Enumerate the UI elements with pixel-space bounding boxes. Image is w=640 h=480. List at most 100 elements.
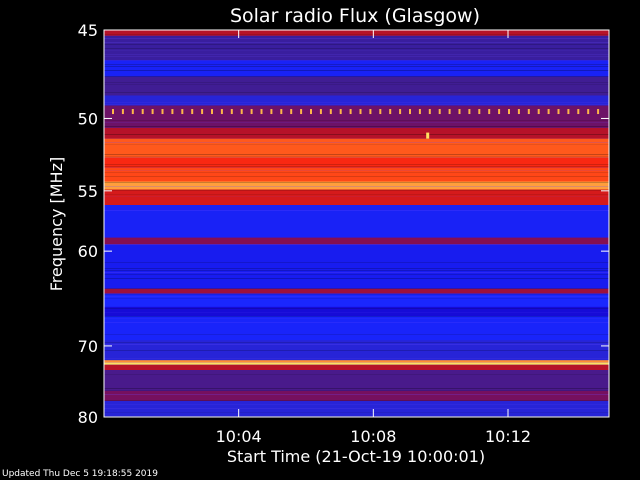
x-axis-label: Start Time (21-Oct-19 10:00:01) [227,447,485,466]
periodic-mark [260,109,263,115]
texture-line [104,50,609,51]
texture-line [104,350,609,351]
texture-line [104,194,609,195]
periodic-mark [151,109,154,115]
band-4 [104,95,609,106]
periodic-mark [517,109,520,115]
texture-line [104,34,609,35]
texture-line [104,312,609,313]
periodic-mark [211,109,213,115]
texture-line [104,56,609,57]
periodic-mark [498,109,501,115]
x-tick-label: 10:12 [485,427,531,446]
periodic-mark [171,109,174,115]
periodic-mark [418,109,421,115]
chart-title: Solar radio Flux (Glasgow) [230,5,480,27]
texture-line [104,394,609,395]
periodic-mark [339,109,342,115]
periodic-mark [131,109,134,115]
periodic-mark [488,109,491,115]
texture-line [104,196,609,197]
band-6 [104,127,609,139]
periodic-mark [280,109,283,115]
texture-line [104,400,609,401]
band-13 [104,237,609,245]
band-19 [104,340,609,361]
texture-line [104,84,609,85]
periodic-mark [141,109,144,115]
periodic-mark [300,109,303,115]
texture-line [104,44,609,45]
texture-line [104,318,609,319]
periodic-mark [399,109,402,115]
plot-frame [103,29,610,418]
band-15 [104,288,609,294]
texture-line [104,296,609,297]
texture-line [104,390,609,391]
texture-line [104,122,609,123]
periodic-mark [191,109,194,115]
texture-line [104,66,609,67]
periodic-mark [389,109,392,115]
periodic-mark [587,109,590,115]
texture-line [104,172,609,173]
texture-line [104,262,609,263]
periodic-mark [468,109,471,115]
periodic-mark [359,109,362,115]
y-tick-label: 50 [78,109,98,128]
texture-line [104,274,609,275]
periodic-mark [250,109,253,115]
texture-line [104,166,609,167]
texture-line [104,268,609,269]
y-tick-label: 45 [78,21,98,40]
band-1 [104,35,609,61]
band-3 [104,76,609,96]
texture-line [104,156,609,157]
texture-line [104,182,609,183]
texture-line [104,322,609,323]
x-tick-label: 10:08 [350,427,396,446]
periodic-mark [537,109,540,115]
texture-line [104,54,609,55]
texture-line [104,334,609,335]
texture-line [104,126,609,127]
periodic-mark [557,109,560,115]
texture-line [104,102,609,103]
band-0 [104,30,609,36]
band-22 [104,364,609,371]
texture-line [104,210,609,211]
texture-line [104,316,609,317]
periodic-mark [458,109,461,115]
texture-line [104,104,609,105]
periodic-mark [527,109,530,115]
periodic-mark [567,109,570,115]
texture-line [104,190,609,191]
y-axis-label: Frequency [MHz] [47,157,66,291]
periodic-mark [577,109,580,115]
texture-line [104,76,609,77]
periodic-mark [121,109,124,115]
texture-line [104,278,609,279]
periodic-mark [270,109,273,115]
texture-line [104,144,609,145]
texture-line [104,48,609,49]
periodic-mark [508,109,510,115]
texture-line [104,120,609,121]
periodic-mark [329,109,332,115]
periodic-mark [310,109,312,115]
band-8 [104,157,609,168]
periodic-mark [448,109,451,115]
texture-line [104,362,609,363]
texture-line [104,154,609,155]
periodic-mark [438,109,441,115]
band-16 [104,293,609,307]
y-tick-label: 70 [78,337,98,356]
texture-line [104,272,609,273]
periodic-mark [112,109,114,115]
texture-line [104,270,609,271]
periodic-mark [161,109,164,115]
periodic-mark [181,109,184,115]
texture-line [104,176,609,177]
band-10 [104,181,609,190]
